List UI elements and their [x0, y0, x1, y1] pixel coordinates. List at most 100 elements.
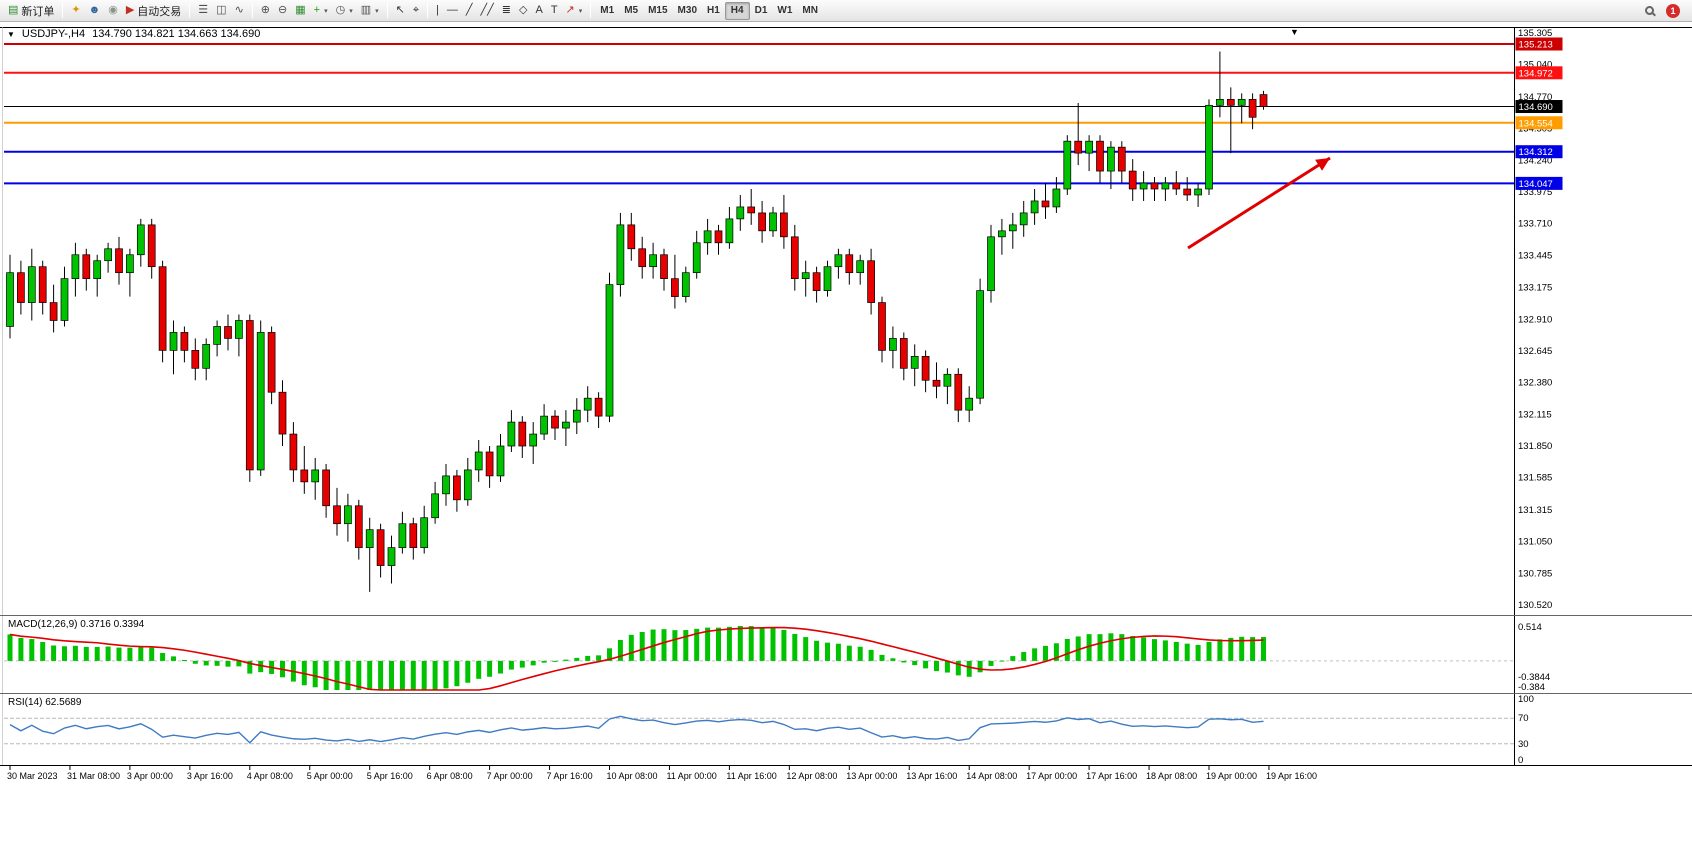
macd-label: MACD(12,26,9) 0.3716 0.3394 — [8, 619, 145, 630]
text-button[interactable]: A — [531, 2, 546, 20]
time-axis-label: 18 Apr 08:00 — [1146, 771, 1197, 781]
candle — [245, 320, 254, 471]
label-icon: T — [550, 4, 558, 16]
profile-button[interactable]: ☻ — [85, 2, 105, 20]
trendline-button[interactable]: ╱ — [462, 2, 477, 20]
price-badge — [1515, 145, 1563, 159]
label-button[interactable]: T — [547, 2, 562, 20]
horizontal-line-button[interactable]: — — [443, 2, 462, 20]
templates-button[interactable]: ▥ ▾ — [357, 2, 383, 20]
timeframe-mn-button[interactable]: MN — [802, 5, 818, 16]
chevron-down-icon: ▾ — [375, 7, 379, 15]
mql-wizard-button[interactable]: ✦ — [67, 2, 84, 20]
candle — [442, 475, 450, 495]
candle — [943, 373, 952, 387]
time-axis-label: 17 Apr 16:00 — [1086, 771, 1137, 781]
rsi-scale-label: 30 — [1518, 739, 1529, 750]
timeframe-m1-button[interactable]: M1 — [600, 5, 615, 16]
time-axis-label: 3 Apr 16:00 — [187, 771, 233, 781]
candle — [82, 254, 91, 280]
community-button[interactable]: ◉ — [104, 2, 122, 20]
vertical-line-button[interactable]: | — [432, 2, 443, 20]
tile-windows-button[interactable]: ▦ — [291, 2, 309, 20]
timeframe-m15-button[interactable]: M15 — [648, 5, 668, 16]
macd-bar — [62, 646, 67, 661]
timeframe-m5-button[interactable]: M5 — [624, 5, 639, 16]
time-axis-label: 17 Apr 00:00 — [1026, 771, 1077, 781]
timeframe-h4-button[interactable]: H4 — [724, 1, 750, 20]
search-button[interactable] — [1641, 2, 1658, 20]
macd-bar — [1086, 634, 1092, 661]
candle-chart-button[interactable]: ◫ — [212, 2, 230, 20]
autotrade-button[interactable]: ▶ 自动交易 — [122, 2, 185, 20]
candle — [551, 415, 559, 429]
fibonacci-button[interactable]: ≣ — [498, 2, 515, 20]
macd-bar — [781, 629, 787, 661]
price-axis-label: 135.305 — [1518, 28, 1552, 39]
arrows-button[interactable]: ↗ ▾ — [562, 2, 587, 20]
candle — [703, 230, 712, 244]
candle — [322, 469, 330, 507]
bar-chart-button[interactable]: ☰ — [194, 2, 212, 20]
price-axis-label: 135.040 — [1518, 60, 1552, 71]
macd-bar — [748, 626, 754, 661]
timeframe-h1-button[interactable]: H1 — [707, 5, 720, 16]
timeframe-m30-button[interactable]: M30 — [677, 5, 697, 16]
candle — [1052, 188, 1061, 208]
chart-collapse-icon[interactable]: ▼ — [7, 29, 15, 39]
chevron-down-icon: ▾ — [349, 7, 353, 15]
candle — [638, 248, 647, 268]
candle — [354, 505, 363, 548]
macd-bar — [51, 645, 57, 661]
price-badge-label: 134.690 — [1519, 102, 1553, 113]
chart-ohlc-values: 134.790 134.821 134.663 134.690 — [92, 28, 261, 40]
candle — [725, 218, 734, 244]
toolbar-buttons: ▤ 新订单 ✦ ☻ ◉ ▶ 自动交易 ☰ ◫ ∿ ⊕ ⊖ ▦ + ▾ ◷ ▾ ▥ ▾ ↖ ⌖ | — ╱ ╱╱ ≣ ◇ A T ↗ ▾ M1 M… — [4, 0, 823, 21]
time-axis-label: 5 Apr 00:00 — [307, 771, 353, 781]
price-axis-label: 132.115 — [1518, 409, 1552, 420]
candle — [60, 278, 69, 321]
macd-bar — [323, 660, 329, 690]
macd-bar — [683, 630, 689, 661]
chart-shift-marker[interactable]: ▼ — [1290, 27, 1299, 37]
macd-bar — [29, 639, 35, 661]
price-axis-label: 131.315 — [1518, 505, 1552, 516]
candle — [856, 260, 865, 274]
macd-bar — [966, 660, 972, 677]
timeframe-d1-button[interactable]: D1 — [754, 5, 768, 16]
chart-canvas[interactable]: 135.305135.040134.770134.505134.240133.9… — [0, 22, 1692, 850]
candle — [213, 326, 221, 345]
macd-bar — [1250, 637, 1256, 661]
macd-bar — [1152, 639, 1157, 661]
new-order-button[interactable]: ▤ 新订单 — [4, 2, 58, 20]
rsi-label: RSI(14) 62.5689 — [8, 697, 82, 708]
candle — [965, 397, 974, 411]
candle — [6, 272, 14, 327]
shapes-button[interactable]: ◇ — [515, 2, 531, 20]
candle — [1019, 212, 1028, 226]
notification-badge[interactable]: 1 — [1666, 3, 1680, 18]
zoom-in-button[interactable]: ⊕ — [257, 2, 274, 20]
macd-bar — [803, 637, 809, 661]
candle — [136, 224, 145, 256]
zoom-out-button[interactable]: ⊖ — [274, 2, 291, 20]
cursor-button[interactable]: ↖ — [392, 2, 409, 20]
candle — [93, 260, 102, 280]
crosshair-button[interactable]: ⌖ — [409, 2, 423, 20]
candle — [736, 206, 745, 220]
macd-bar — [530, 660, 536, 666]
macd-bar — [508, 660, 514, 670]
timeframe-w1-button[interactable]: W1 — [777, 5, 793, 16]
periods-button[interactable]: ◷ ▾ — [332, 2, 357, 20]
price-axis-label: 133.710 — [1518, 219, 1552, 230]
price-axis-label: 134.770 — [1518, 92, 1552, 103]
line-chart-button[interactable]: ∿ — [231, 2, 248, 20]
macd-bar — [1053, 643, 1059, 661]
channel-button[interactable]: ╱╱ — [477, 2, 498, 20]
macd-bar — [356, 660, 362, 690]
indicators-button[interactable]: + ▾ — [310, 2, 332, 20]
candle — [1008, 224, 1017, 232]
trend-arrow[interactable] — [1187, 156, 1331, 250]
candle — [790, 236, 799, 280]
arrows-icon: ↗ — [565, 4, 575, 16]
